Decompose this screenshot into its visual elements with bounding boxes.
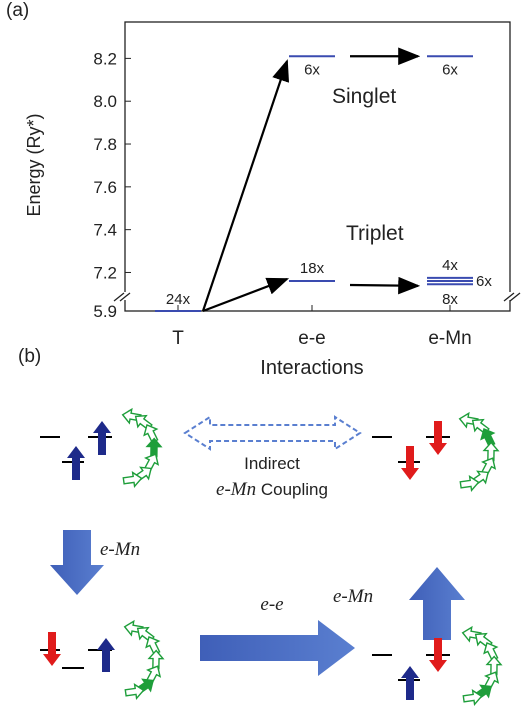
arrow-label: e-Mn bbox=[333, 586, 373, 607]
x-tick-label: T bbox=[172, 328, 184, 349]
spin-arrow bbox=[429, 638, 447, 672]
spin-arrow bbox=[97, 638, 115, 672]
mn-spin-arrow bbox=[482, 441, 500, 462]
level-label: 6x bbox=[442, 61, 458, 78]
series-label: Singlet bbox=[332, 85, 396, 108]
mn-spin bbox=[122, 471, 143, 488]
mn-spin-arrow bbox=[147, 649, 165, 670]
plot-frame bbox=[124, 21, 511, 312]
spin-arrow bbox=[93, 421, 111, 455]
axis-break bbox=[113, 292, 522, 302]
coupling-label-rest: Coupling bbox=[261, 480, 328, 499]
transition-arrow bbox=[50, 530, 104, 595]
y-axis-label: Energy (Ry*) bbox=[24, 113, 44, 216]
spin-arrow bbox=[429, 421, 447, 455]
mn-spin bbox=[462, 689, 483, 706]
spin-arrow bbox=[401, 446, 419, 480]
spin-diagram: Indirect e-Mn Coupling e-Mn e-Mn e-e bbox=[40, 407, 503, 706]
axes bbox=[113, 21, 522, 312]
arrow-label: e-e bbox=[260, 594, 283, 615]
y-tick-label: 8.0 bbox=[93, 92, 117, 111]
series-label: Triplet bbox=[346, 222, 404, 245]
x-axis-label: Interactions bbox=[260, 357, 363, 379]
connector-arrow bbox=[349, 276, 421, 295]
y-tick-label: 8.2 bbox=[93, 49, 117, 68]
x-tick-label: e-Mn bbox=[428, 328, 471, 349]
spin-arrow bbox=[67, 446, 85, 480]
mn-spin-arrow bbox=[145, 437, 163, 458]
transition-arrow bbox=[200, 620, 355, 676]
mn-spin-arrow bbox=[485, 655, 503, 676]
mn-spin-arrow bbox=[122, 471, 143, 488]
mn-spin-arrow bbox=[462, 689, 483, 706]
spin-arrow bbox=[401, 666, 419, 700]
mn-spin-arrow bbox=[124, 683, 145, 700]
level-label: 24x bbox=[166, 291, 191, 308]
coupling-label-italic: e-Mn bbox=[216, 479, 256, 500]
mn-spin bbox=[482, 441, 500, 462]
mn-spin bbox=[459, 475, 480, 492]
coupling-arrow bbox=[183, 415, 362, 451]
connector-arrow bbox=[202, 277, 290, 313]
y-tick-label: 7.4 bbox=[93, 221, 117, 240]
spin-arrow bbox=[43, 632, 61, 666]
panel-label: (a) bbox=[6, 0, 29, 21]
connector-arrow bbox=[201, 59, 290, 312]
x-tick-label: e-e bbox=[298, 328, 325, 349]
transition-arrow bbox=[409, 567, 465, 640]
coupling-label: Indirect bbox=[244, 454, 300, 473]
level-label: 18x bbox=[300, 260, 325, 277]
mn-spin bbox=[145, 437, 163, 458]
coupling-label: e-Mn Coupling bbox=[216, 479, 328, 500]
level-label: 4x bbox=[442, 257, 458, 274]
level-label: 8x bbox=[442, 291, 458, 308]
mn-spin-arrow bbox=[459, 475, 480, 492]
y-tick-label: 7.6 bbox=[93, 178, 117, 197]
mn-spin bbox=[124, 683, 145, 700]
level-label: 6x bbox=[476, 273, 492, 290]
mn-spin bbox=[147, 649, 165, 670]
y-tick-label: 7.2 bbox=[93, 263, 117, 282]
y-tick-label: 5.9 bbox=[93, 302, 117, 321]
arrow-label: e-Mn bbox=[100, 539, 140, 560]
panel-label: (b) bbox=[18, 346, 41, 367]
mn-spin bbox=[485, 655, 503, 676]
y-tick-label: 7.8 bbox=[93, 135, 117, 154]
level-label: 6x bbox=[304, 61, 320, 78]
